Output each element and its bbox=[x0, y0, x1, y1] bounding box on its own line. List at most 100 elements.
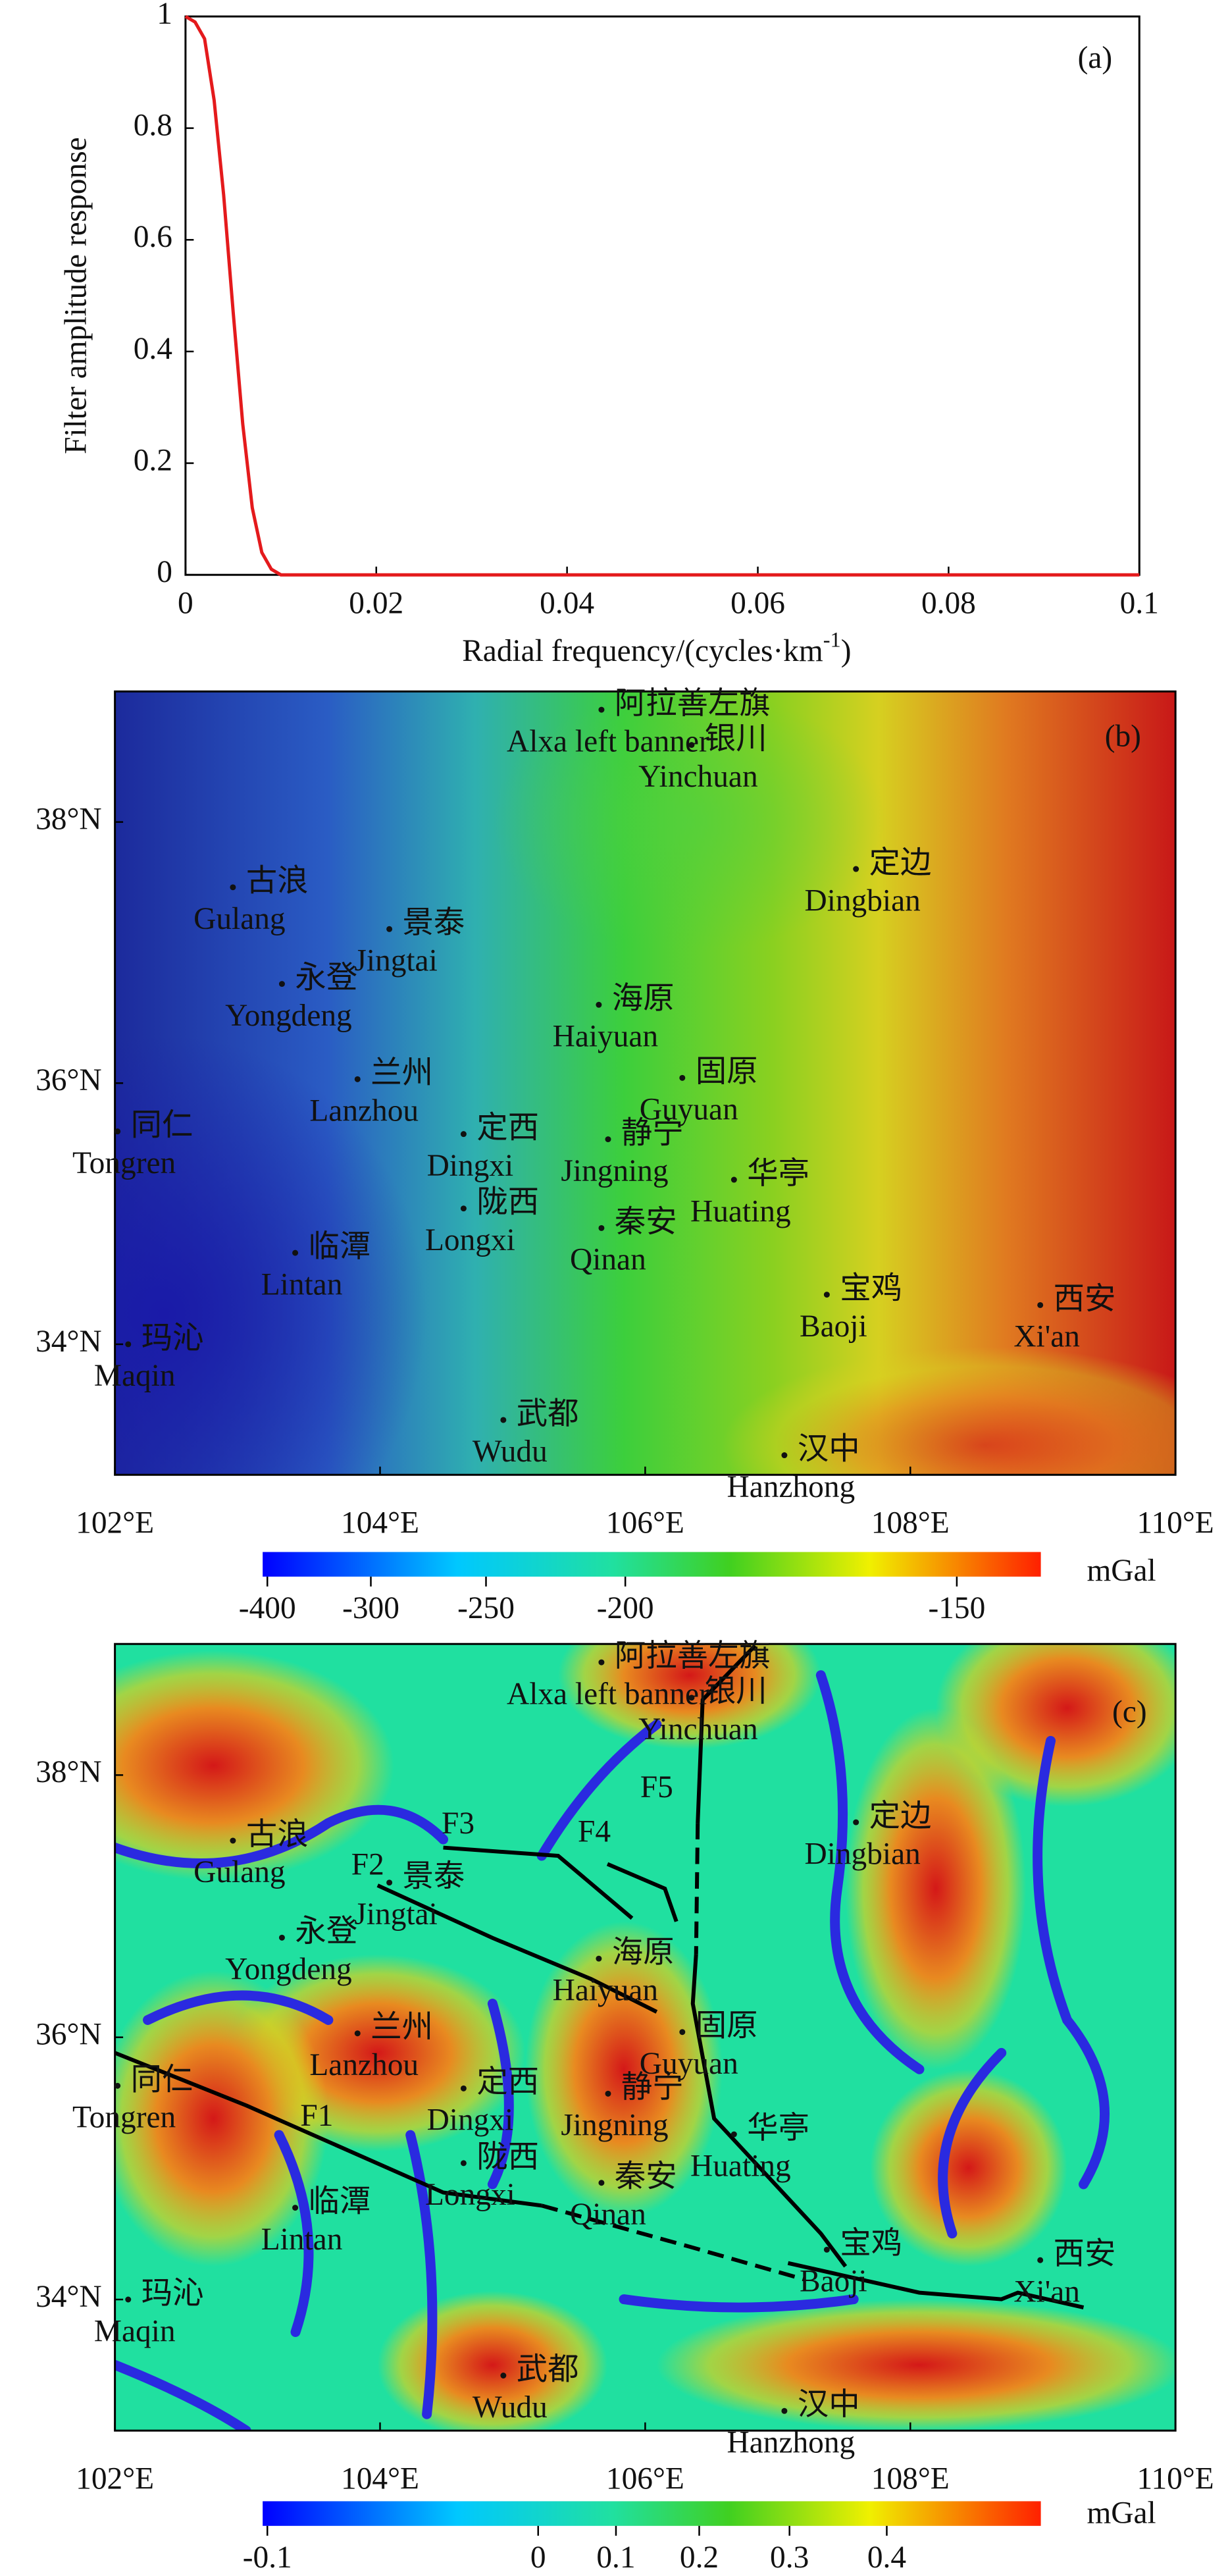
colorbar-tick-label: -300 bbox=[342, 1591, 399, 1625]
city-dot bbox=[781, 2407, 788, 2414]
city-name-en: Guyuan bbox=[640, 1093, 738, 1127]
city-dot bbox=[292, 1249, 299, 1256]
city-name-en: Lintan bbox=[261, 2222, 343, 2257]
colorbar bbox=[263, 2501, 1041, 2526]
x-tick-label: 0.08 bbox=[921, 586, 976, 620]
city-dot bbox=[596, 1955, 602, 1962]
y-tick-label: 0.2 bbox=[134, 443, 172, 477]
city-name-zh: 同仁 bbox=[131, 2063, 193, 2097]
city-name-en: Tongren bbox=[72, 1146, 176, 1180]
x-axis-label-text: Radial frequency/(cycles·km bbox=[462, 634, 823, 668]
city-dot bbox=[115, 2082, 121, 2089]
city-name-en: Dingbian bbox=[805, 1837, 921, 1871]
city-name-zh: 定边 bbox=[869, 846, 932, 880]
city-name-en: Yinchuan bbox=[638, 760, 758, 794]
x-tick-label: 0.02 bbox=[349, 586, 403, 620]
city-name-en: Maqin bbox=[94, 1359, 176, 1393]
city-name-en: Qinan bbox=[570, 2197, 646, 2232]
response-curve bbox=[184, 14, 1140, 577]
city-dot bbox=[730, 2131, 737, 2138]
city-dot bbox=[598, 1224, 605, 1231]
city-name-en: Xi'an bbox=[1013, 1320, 1080, 1354]
fault-label: F5 bbox=[640, 1770, 673, 1804]
colorbar-tick-label: -400 bbox=[239, 1591, 296, 1625]
gravity-field-c bbox=[115, 1644, 1176, 2431]
y-tick-label: 34°N bbox=[36, 2280, 102, 2314]
y-tick-label: 0 bbox=[157, 555, 172, 589]
city-name-en: Yongdeng bbox=[225, 1953, 352, 1987]
fault-line bbox=[787, 2261, 1085, 2309]
x-axis-label: Radial frequency/(cycles·km-1) bbox=[462, 629, 851, 668]
city-dot bbox=[688, 742, 695, 749]
y-tick-label: 0.4 bbox=[134, 332, 172, 366]
city-name-zh: 秦安 bbox=[615, 1205, 677, 1239]
city-name-zh: 西安 bbox=[1054, 2237, 1116, 2271]
city-dot bbox=[115, 1128, 121, 1135]
x-tick-label: 106°E bbox=[606, 2461, 684, 2496]
fault-line bbox=[114, 2051, 542, 2208]
city-name-zh: 兰州 bbox=[371, 1056, 433, 1090]
city-name-zh: 定边 bbox=[869, 1799, 932, 1833]
x-tick-label: 106°E bbox=[606, 1506, 684, 1540]
city-name-en: Dingbian bbox=[805, 883, 921, 918]
city-name-en: Gulang bbox=[193, 1855, 285, 1889]
city-name-zh: 海原 bbox=[612, 982, 675, 1016]
city-name-en: Lintan bbox=[261, 1267, 343, 1301]
city-name-en: Lanzhou bbox=[309, 1094, 419, 1128]
city-name-zh: 武都 bbox=[517, 1397, 579, 1431]
city-name-en: Alxa left banner bbox=[507, 724, 709, 758]
fault-line bbox=[541, 2203, 806, 2282]
x-axis-label-end: ) bbox=[841, 634, 852, 668]
city-name-zh: 定西 bbox=[476, 1111, 539, 1145]
city-dot bbox=[386, 926, 393, 932]
x-tick-label: 108°E bbox=[871, 2461, 950, 2496]
city-name-zh: 宝鸡 bbox=[840, 1271, 902, 1305]
city-dot bbox=[823, 2246, 830, 2253]
city-name-zh: 玛沁 bbox=[141, 1321, 204, 1355]
y-tick-label: 38°N bbox=[36, 1755, 102, 1789]
city-dot bbox=[1037, 1301, 1044, 1308]
city-name-en: Yongdeng bbox=[225, 999, 352, 1033]
y-tick-label: 1 bbox=[157, 0, 172, 31]
y-tick-label: 34°N bbox=[36, 1325, 102, 1359]
city-name-zh: 固原 bbox=[696, 1055, 758, 1089]
city-name-zh: 定西 bbox=[476, 2065, 539, 2099]
city-name-en: Huating bbox=[690, 1194, 791, 1228]
city-dot bbox=[460, 2085, 467, 2091]
fault-label: F3 bbox=[442, 1806, 474, 1841]
city-name-zh: 古浪 bbox=[246, 1818, 309, 1852]
city-name-en: Haiyuan bbox=[553, 1973, 659, 2007]
city-name-en: Hanzhong bbox=[727, 2426, 856, 2460]
colorbar-tick-label: 0.4 bbox=[867, 2540, 906, 2575]
city-name-zh: 永登 bbox=[295, 1914, 357, 1949]
city-dot bbox=[853, 866, 859, 872]
x-tick-label: 0.04 bbox=[540, 586, 594, 620]
city-name-en: Longxi bbox=[425, 2178, 515, 2212]
city-name-zh: 固原 bbox=[696, 2009, 758, 2043]
city-name-zh: 银川 bbox=[705, 1675, 767, 1709]
city-name-zh: 华亭 bbox=[747, 2111, 809, 2145]
fault-line bbox=[606, 1862, 678, 1922]
city-name-en: Jingning bbox=[561, 2109, 668, 2143]
city-name-zh: 静宁 bbox=[621, 1116, 684, 1150]
city-dot bbox=[460, 1131, 467, 1138]
city-name-zh: 华亭 bbox=[747, 1157, 809, 1191]
city-dot bbox=[605, 1136, 611, 1143]
city-name-zh: 玛沁 bbox=[141, 2276, 204, 2311]
city-dot bbox=[823, 1292, 830, 1298]
city-dot bbox=[605, 2090, 611, 2097]
city-name-en: Jingtai bbox=[354, 1897, 437, 1932]
colorbar-tick-label: -0.1 bbox=[243, 2540, 292, 2575]
colorbar-unit: mGal bbox=[1087, 2496, 1156, 2531]
city-name-zh: 宝鸡 bbox=[840, 2226, 902, 2261]
city-name-zh: 阿拉善左旗 bbox=[615, 687, 771, 721]
city-name-en: Gulang bbox=[193, 902, 285, 936]
city-dot bbox=[596, 1001, 602, 1008]
fault-line bbox=[443, 1845, 634, 1920]
x-tick-label: 104°E bbox=[341, 1506, 419, 1540]
x-tick-label: 108°E bbox=[871, 1506, 950, 1540]
city-dot bbox=[278, 1934, 285, 1941]
city-name-en: Baoji bbox=[800, 2265, 867, 2299]
city-name-zh: 海原 bbox=[612, 1935, 675, 1970]
